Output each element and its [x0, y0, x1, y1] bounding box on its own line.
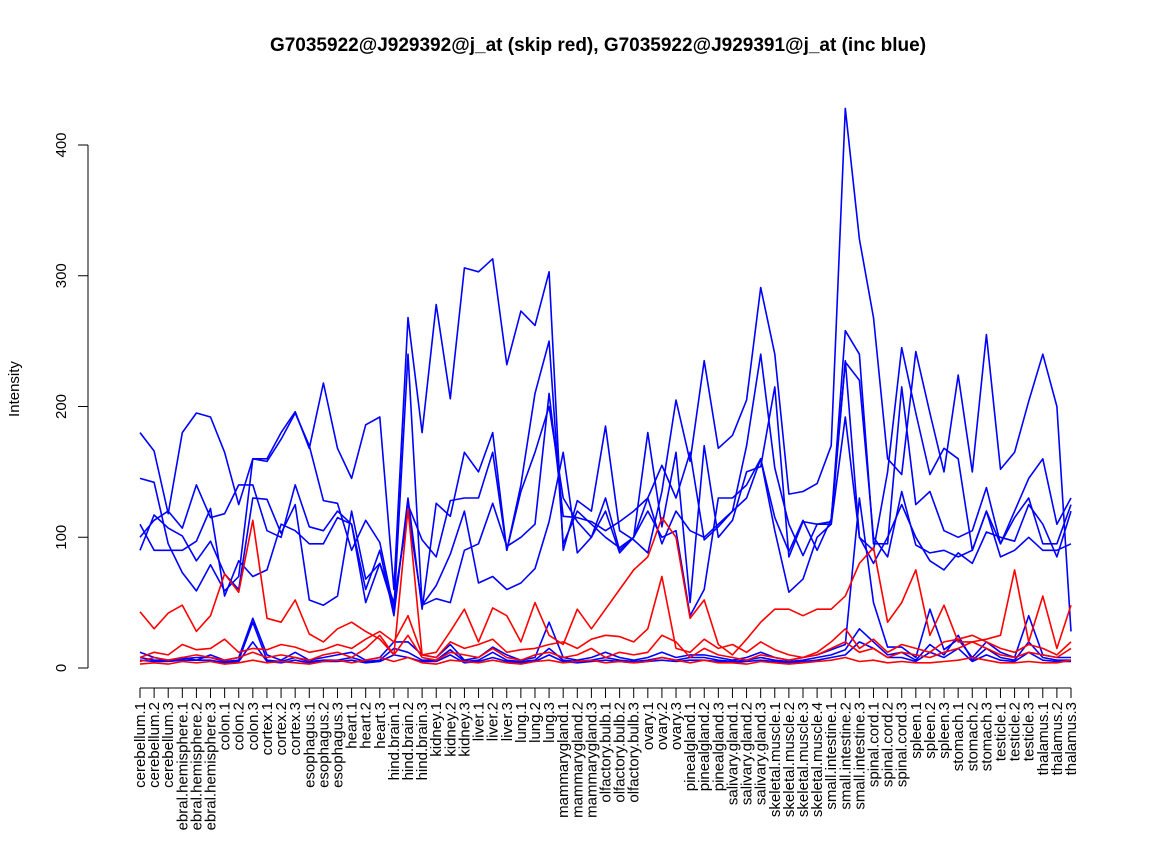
x-tick-label: cortex.2 [273, 702, 290, 755]
x-tick-label: mammarygland.3 [583, 702, 600, 818]
series-line-6 [139, 497, 1071, 662]
x-tick-label: kidney.2 [442, 702, 459, 757]
series-line-1 [139, 107, 1072, 632]
x-tick-label: small.intestine.1 [823, 702, 840, 810]
x-tick-label: ebral.hemisphere.3 [203, 702, 220, 830]
x-tick-label: ebral.hemisphere.2 [188, 702, 205, 830]
x-tick-label: mammarygland.2 [569, 702, 586, 818]
x-tick-label: skeletal.muscle.4 [809, 702, 826, 817]
x-tick-label: spleen.1 [908, 702, 925, 759]
x-tick-label: pinealgland.1 [682, 702, 699, 791]
series-line-9 [139, 507, 1072, 656]
series-line-2 [139, 346, 1072, 611]
x-tick-label: lung.1 [513, 702, 530, 743]
x-tick-label: heart.3 [372, 702, 389, 749]
x-tick-label: small.intestine.3 [851, 702, 868, 810]
x-tick-label: colon.2 [231, 702, 248, 750]
x-tick-label: spleen.3 [936, 702, 953, 759]
x-tick-label: hind.brain.3 [414, 702, 431, 780]
series-group [139, 107, 1072, 665]
series-line-3 [139, 359, 1072, 617]
x-tick-label: esophagus.3 [329, 702, 346, 788]
x-tick-label: ebral.hemisphere.1 [174, 702, 191, 830]
x-tick-label: heart.1 [344, 702, 361, 749]
series-line-10 [139, 575, 1072, 659]
x-tick-label: hind.brain.1 [386, 702, 403, 780]
x-tick-label: olfactory.bulb.3 [626, 702, 643, 803]
x-tick-label: skeletal.muscle.1 [767, 702, 784, 817]
x-tick-label: cerebellum.3 [160, 702, 177, 788]
x-tick-label: pinealgland.3 [710, 702, 727, 791]
x-axis: cerebellum.1cerebellum.2cerebellum.3ebra… [132, 687, 1080, 830]
x-tick-label: lung.2 [527, 702, 544, 743]
x-tick-label: esophagus.1 [301, 702, 318, 788]
y-tick-label: 0 [53, 664, 70, 672]
x-tick-label: stomach.3 [978, 702, 995, 771]
x-tick-label: thalamus.3 [1063, 702, 1080, 775]
x-tick-label: olfactory.bulb.2 [612, 702, 629, 803]
series-line-12 [139, 656, 1072, 665]
x-tick-label: small.intestine.2 [837, 702, 854, 810]
x-tick-label: spinal.cord.2 [880, 702, 897, 787]
x-tick-label: salivary.gland.3 [753, 702, 770, 805]
y-axis-label: Intensity [6, 361, 23, 417]
x-tick-label: lung.3 [541, 702, 558, 743]
x-tick-label: kidney.3 [456, 702, 473, 757]
x-tick-label: salivary.gland.1 [724, 702, 741, 805]
chart-title: G7035922@J929392@j_at (skip red), G70359… [270, 35, 926, 56]
x-tick-label: esophagus.2 [315, 702, 332, 788]
x-tick-label: thalamus.2 [1049, 702, 1066, 775]
x-tick-label: liver.2 [485, 702, 502, 741]
x-tick-label: spinal.cord.1 [866, 702, 883, 787]
x-tick-label: heart.2 [358, 702, 375, 749]
x-tick-label: skeletal.muscle.3 [795, 702, 812, 817]
x-tick-label: hind.brain.2 [400, 702, 417, 780]
x-tick-label: liver.1 [471, 702, 488, 741]
x-tick-label: cortex.1 [259, 702, 276, 755]
x-tick-label: liver.3 [499, 702, 516, 741]
x-tick-label: testicle.3 [1021, 702, 1038, 761]
y-tick-label: 300 [53, 263, 70, 288]
x-tick-label: testicle.2 [1007, 702, 1024, 761]
x-tick-label: cerebellum.1 [132, 702, 149, 788]
x-tick-label: kidney.1 [428, 702, 445, 757]
x-tick-label: spleen.2 [922, 702, 939, 759]
x-tick-label: cerebellum.2 [146, 702, 163, 788]
y-tick-label: 200 [53, 394, 70, 419]
series-line-4 [139, 329, 1072, 617]
y-tick-label: 400 [53, 132, 70, 157]
series-line-8 [139, 641, 1071, 664]
y-axis: 0 100 200 300 400 [53, 132, 89, 672]
x-tick-label: ovary.3 [668, 702, 685, 750]
y-tick-label: 100 [53, 525, 70, 550]
x-tick-label: ovary.2 [654, 702, 671, 750]
x-tick-label: testicle.1 [992, 702, 1009, 761]
x-tick-label: colon.3 [245, 702, 262, 750]
x-tick-label: colon.1 [217, 702, 234, 750]
x-tick-label: stomach.2 [964, 702, 981, 771]
x-tick-label: olfactory.bulb.1 [598, 702, 615, 803]
x-tick-label: skeletal.muscle.2 [781, 702, 798, 817]
x-tick-label: spinal.cord.3 [894, 702, 911, 787]
series-line-5 [139, 361, 1072, 607]
x-tick-label: thalamus.1 [1035, 702, 1052, 775]
x-tick-label: cortex.3 [287, 702, 304, 755]
x-tick-label: stomach.1 [950, 702, 967, 771]
x-tick-label: pinealgland.2 [696, 702, 713, 791]
x-tick-label: salivary.gland.2 [739, 702, 756, 805]
series-line-11 [139, 634, 1072, 663]
x-tick-label: ovary.1 [640, 702, 657, 750]
x-tick-label: mammarygland.1 [555, 702, 572, 818]
